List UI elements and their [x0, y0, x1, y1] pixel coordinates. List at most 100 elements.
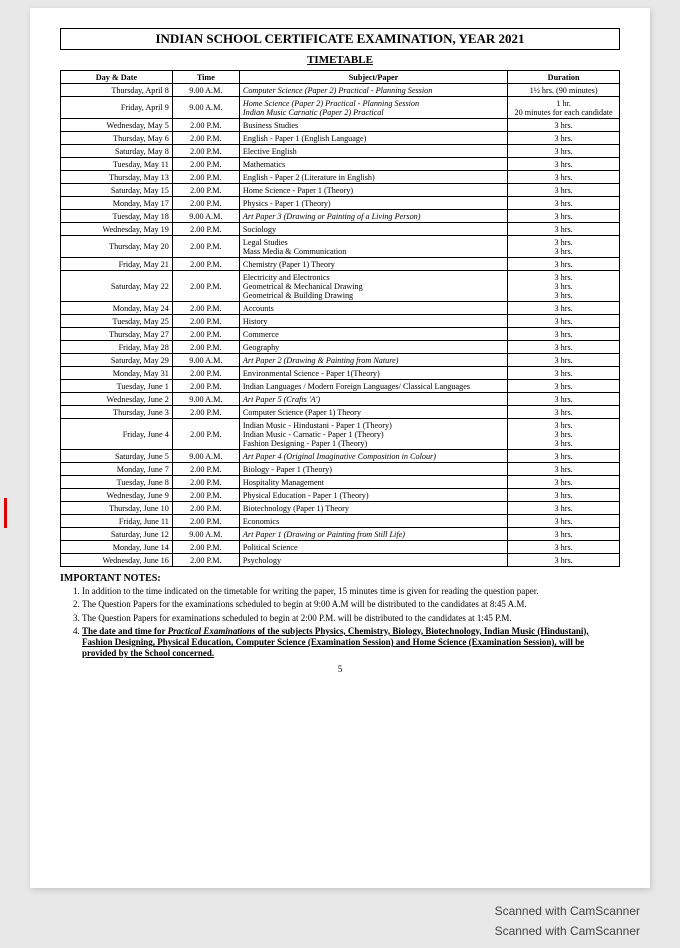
table-row: Monday, June 72.00 P.M.Biology - Paper 1…: [61, 463, 620, 476]
note4-em: Practical Examinations: [168, 626, 256, 636]
cell-duration: 3 hrs.: [508, 197, 620, 210]
cell-time: 2.00 P.M.: [172, 302, 239, 315]
cell-duration: 3 hrs.: [508, 210, 620, 223]
cell-time: 9.00 A.M.: [172, 450, 239, 463]
cell-time: 9.00 A.M.: [172, 393, 239, 406]
cell-day: Saturday, May 22: [61, 271, 173, 302]
cell-time: 2.00 P.M.: [172, 554, 239, 567]
document-subtitle: TIMETABLE: [60, 54, 620, 66]
cell-time: 2.00 P.M.: [172, 119, 239, 132]
table-row: Thursday, April 89.00 A.M.Computer Scien…: [61, 84, 620, 97]
cell-duration: 3 hrs.3 hrs.3 hrs.: [508, 419, 620, 450]
table-row: Wednesday, June 29.00 A.M.Art Paper 5 (C…: [61, 393, 620, 406]
cell-duration: 3 hrs.: [508, 328, 620, 341]
cell-time: 9.00 A.M.: [172, 354, 239, 367]
cell-subject: Psychology: [239, 554, 507, 567]
cell-duration: 3 hrs.: [508, 258, 620, 271]
cell-day: Saturday, May 29: [61, 354, 173, 367]
cell-day: Thursday, April 8: [61, 84, 173, 97]
cell-time: 2.00 P.M.: [172, 541, 239, 554]
cell-day: Tuesday, May 18: [61, 210, 173, 223]
table-row: Saturday, May 299.00 A.M.Art Paper 2 (Dr…: [61, 354, 620, 367]
cell-duration: 3 hrs.: [508, 223, 620, 236]
note-item: The Question Papers for examinations sch…: [82, 613, 620, 624]
cell-subject: Sociology: [239, 223, 507, 236]
scanner-watermark: Scanned with CamScanner: [495, 904, 640, 918]
cell-time: 9.00 A.M.: [172, 84, 239, 97]
table-row: Friday, May 282.00 P.M.Geography3 hrs.: [61, 341, 620, 354]
cell-subject: Geography: [239, 341, 507, 354]
table-row: Wednesday, June 162.00 P.M.Psychology3 h…: [61, 554, 620, 567]
cell-duration: 3 hrs.: [508, 315, 620, 328]
cell-day: Monday, May 17: [61, 197, 173, 210]
cell-time: 9.00 A.M.: [172, 97, 239, 119]
table-row: Tuesday, June 82.00 P.M.Hospitality Mana…: [61, 476, 620, 489]
cell-time: 2.00 P.M.: [172, 463, 239, 476]
cell-day: Saturday, May 8: [61, 145, 173, 158]
cell-duration: 3 hrs.: [508, 380, 620, 393]
cell-time: 9.00 A.M.: [172, 210, 239, 223]
cell-subject: English - Paper 2 (Literature in English…: [239, 171, 507, 184]
cell-time: 2.00 P.M.: [172, 184, 239, 197]
cell-duration: 3 hrs.: [508, 158, 620, 171]
cell-day: Saturday, May 15: [61, 184, 173, 197]
cell-subject: Accounts: [239, 302, 507, 315]
cell-time: 2.00 P.M.: [172, 223, 239, 236]
table-row: Tuesday, May 112.00 P.M.Mathematics3 hrs…: [61, 158, 620, 171]
cell-day: Friday, June 11: [61, 515, 173, 528]
cell-time: 2.00 P.M.: [172, 367, 239, 380]
note4-text: The date and time for Practical Examinat…: [82, 626, 589, 659]
table-row: Thursday, May 62.00 P.M.English - Paper …: [61, 132, 620, 145]
cell-subject: Economics: [239, 515, 507, 528]
cell-time: 2.00 P.M.: [172, 158, 239, 171]
cell-subject: Art Paper 3 (Drawing or Painting of a Li…: [239, 210, 507, 223]
document-title: INDIAN SCHOOL CERTIFICATE EXAMINATION, Y…: [60, 28, 620, 50]
cell-duration: 3 hrs.3 hrs.: [508, 236, 620, 258]
cell-day: Thursday, June 10: [61, 502, 173, 515]
cell-time: 2.00 P.M.: [172, 197, 239, 210]
cell-day: Wednesday, June 2: [61, 393, 173, 406]
cell-subject: Biology - Paper 1 (Theory): [239, 463, 507, 476]
cell-duration: 3 hrs.: [508, 184, 620, 197]
cell-subject: Art Paper 2 (Drawing & Painting from Nat…: [239, 354, 507, 367]
cell-day: Thursday, June 3: [61, 406, 173, 419]
cell-time: 2.00 P.M.: [172, 380, 239, 393]
notes-list: In addition to the time indicated on the…: [60, 586, 620, 660]
cell-day: Thursday, May 27: [61, 328, 173, 341]
cell-subject: Computer Science (Paper 1) Theory: [239, 406, 507, 419]
cell-duration: 3 hrs.: [508, 528, 620, 541]
cell-subject: Home Science (Paper 2) Practical - Plann…: [239, 97, 507, 119]
cell-subject: Home Science - Paper 1 (Theory): [239, 184, 507, 197]
cell-subject: Indian Languages / Modern Foreign Langua…: [239, 380, 507, 393]
cell-duration: 3 hrs.: [508, 489, 620, 502]
cell-day: Monday, June 14: [61, 541, 173, 554]
table-row: Monday, May 312.00 P.M.Environmental Sci…: [61, 367, 620, 380]
cell-day: Tuesday, May 11: [61, 158, 173, 171]
cell-subject: History: [239, 315, 507, 328]
cell-day: Wednesday, May 5: [61, 119, 173, 132]
cell-subject: Indian Music - Hindustani - Paper 1 (The…: [239, 419, 507, 450]
page-number: 5: [60, 664, 620, 674]
table-row: Tuesday, May 189.00 A.M.Art Paper 3 (Dra…: [61, 210, 620, 223]
cell-duration: 3 hrs.: [508, 515, 620, 528]
cell-subject: Legal StudiesMass Media & Communication: [239, 236, 507, 258]
cell-day: Friday, April 9: [61, 97, 173, 119]
cell-subject: Biotechnology (Paper 1) Theory: [239, 502, 507, 515]
cell-duration: 1½ hrs. (90 minutes): [508, 84, 620, 97]
cell-time: 9.00 A.M.: [172, 528, 239, 541]
cell-duration: 3 hrs.: [508, 171, 620, 184]
table-row: Monday, June 142.00 P.M.Political Scienc…: [61, 541, 620, 554]
cell-time: 2.00 P.M.: [172, 341, 239, 354]
table-row: Wednesday, May 192.00 P.M.Sociology3 hrs…: [61, 223, 620, 236]
cell-duration: 3 hrs.: [508, 554, 620, 567]
cell-day: Wednesday, May 19: [61, 223, 173, 236]
cell-subject: Chemistry (Paper 1) Theory: [239, 258, 507, 271]
table-row: Friday, April 99.00 A.M.Home Science (Pa…: [61, 97, 620, 119]
table-row: Friday, June 42.00 P.M.Indian Music - Hi…: [61, 419, 620, 450]
cell-time: 2.00 P.M.: [172, 419, 239, 450]
cell-time: 2.00 P.M.: [172, 328, 239, 341]
cell-time: 2.00 P.M.: [172, 489, 239, 502]
cell-day: Tuesday, May 25: [61, 315, 173, 328]
table-row: Saturday, June 59.00 A.M.Art Paper 4 (Or…: [61, 450, 620, 463]
cell-time: 2.00 P.M.: [172, 236, 239, 258]
